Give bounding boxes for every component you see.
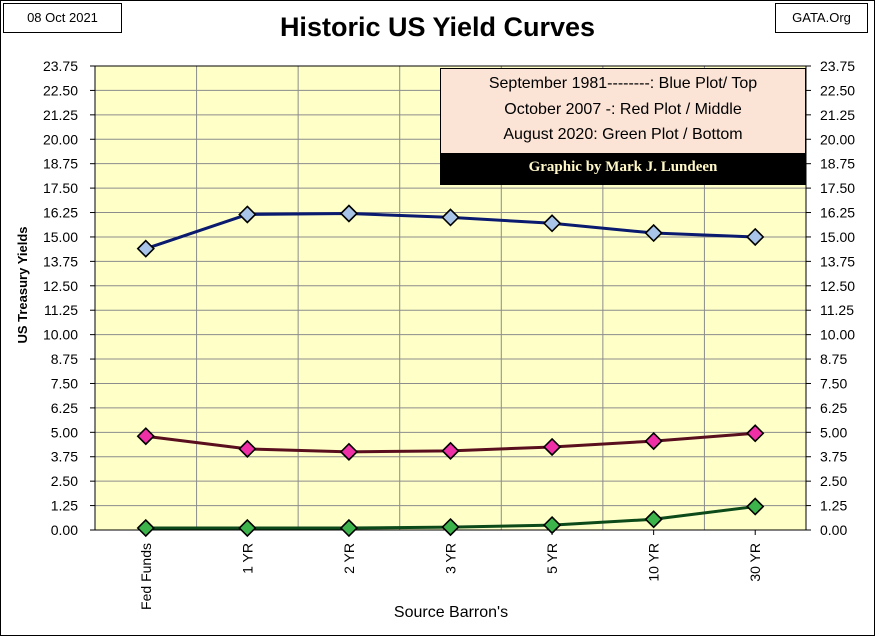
y-tick-label-left: 5.00 [51,424,78,440]
y-tick-label-right: 12.50 [820,278,855,294]
y-tick-label-left: 12.50 [43,278,78,294]
x-tick-label: 2 YR [341,543,357,574]
y-tick-label-left: 22.50 [43,82,78,98]
x-tick-label: 10 YR [646,543,662,582]
y-tick-label-right: 20.00 [820,131,855,147]
series-2007-point [339,442,359,461]
x-tick-label: Fed Funds [138,543,154,610]
y-tick-label-left: 2.50 [51,473,78,489]
x-tick-label: 5 YR [544,543,560,574]
source-label: GATA.Org [775,3,868,33]
series-2007-point [136,427,155,446]
series-layer [136,204,765,538]
series-1981-point [644,223,663,243]
series-2007-point [746,424,765,443]
legend: September 1981--------: Blue Plot/ Top O… [440,68,806,185]
y-tick-label-left: 11.25 [44,302,78,318]
y-tick-label-left: 18.75 [43,156,78,172]
y-tick-label-left: 7.50 [51,375,78,391]
y-tick-label-right: 7.50 [820,375,847,391]
y-tick-label-left: 23.75 [43,58,78,74]
y-tick-label-left: 10.00 [43,327,78,343]
series-2007-point [644,431,663,451]
series-1981-point [746,227,765,247]
y-tick-label-right: 21.25 [820,107,855,123]
y-tick-label-right: 0.00 [820,522,847,538]
series-2007-point [542,437,562,457]
y-tick-label-right: 8.75 [820,351,847,367]
series-1981-point [238,205,257,224]
y-tick-label-right: 2.50 [820,473,847,489]
y-tick-label-right: 13.75 [820,253,855,269]
y-tick-label-left: 16.25 [43,205,78,221]
y-tick-label-right: 6.25 [820,400,847,416]
y-tick-label-left: 13.75 [43,253,78,269]
series-2020-point [542,515,562,535]
y-tick-label-left: 20.00 [43,131,78,147]
legend-credit: Graphic by Mark J. Lundeen [441,153,805,184]
series-2020-point [441,517,460,537]
series-1981-point [339,204,359,223]
y-tick-label-left: 6.25 [51,400,78,416]
series-2020-point [339,518,359,538]
series-1981-point [441,208,460,227]
series-2020-point [746,497,765,516]
y-tick-label-right: 11.25 [820,302,854,318]
y-tick-label-right: 16.25 [820,205,855,221]
x-axis-title: Source Barron's [394,604,508,621]
x-axis-ticks: Fed Funds 1 YR 2 YR 3 YR 5 YR 10 YR 30 YR [138,530,763,610]
right-y-axis-ticks: 0.00 1.25 2.50 3.75 5.00 6.25 7.50 8.75 10.00 11.… [806,58,855,538]
y-tick-label-right: 5.00 [820,424,847,440]
y-axis-title: US Treasury Yields [15,226,30,343]
y-tick-label-left: 17.50 [43,180,78,196]
date-label: 08 Oct 2021 [3,3,122,33]
legend-entry-2020: August 2020: Green Plot / Bottom [503,126,743,143]
y-tick-label-right: 18.75 [820,156,855,172]
y-tick-label-right: 3.75 [820,449,847,465]
chart-title: Historic US Yield Curves [279,12,596,42]
series-1981-point [136,239,155,258]
series-2007-point [441,441,460,461]
y-tick-label-left: 1.25 [51,498,78,514]
y-tick-label-right: 22.50 [820,82,855,98]
series-2007-point [238,439,257,459]
left-y-axis-ticks: 0.00 1.25 2.50 3.75 5.00 6.25 7.50 8.75 10.00 11.… [43,58,95,538]
y-tick-label-left: 0.00 [51,522,78,538]
x-tick-label: 1 YR [239,543,255,574]
y-tick-label-left: 21.25 [43,107,78,123]
series-2020-point [238,518,257,538]
y-tick-label-left: 3.75 [51,449,78,465]
series-1981 [136,204,765,258]
y-tick-label-left: 8.75 [51,351,78,367]
y-tick-label-right: 10.00 [820,327,855,343]
series-2020-point [136,518,155,538]
y-tick-label-right: 17.50 [820,180,855,196]
x-tick-label: 30 YR [747,543,763,582]
y-tick-label-right: 15.00 [820,229,855,245]
y-tick-label-right: 23.75 [820,58,855,74]
y-tick-label-right: 1.25 [820,498,847,514]
y-tick-label-left: 15.00 [43,229,78,245]
x-tick-label: 3 YR [443,543,459,574]
series-2020 [136,497,765,538]
legend-entry-1981: September 1981--------: Blue Plot/ Top [488,75,758,92]
series-1981-point [542,214,562,233]
series-2007 [136,424,765,461]
legend-entry-2007: October 2007 -: Red Plot / Middle [504,101,742,118]
series-2020-point [644,510,663,529]
